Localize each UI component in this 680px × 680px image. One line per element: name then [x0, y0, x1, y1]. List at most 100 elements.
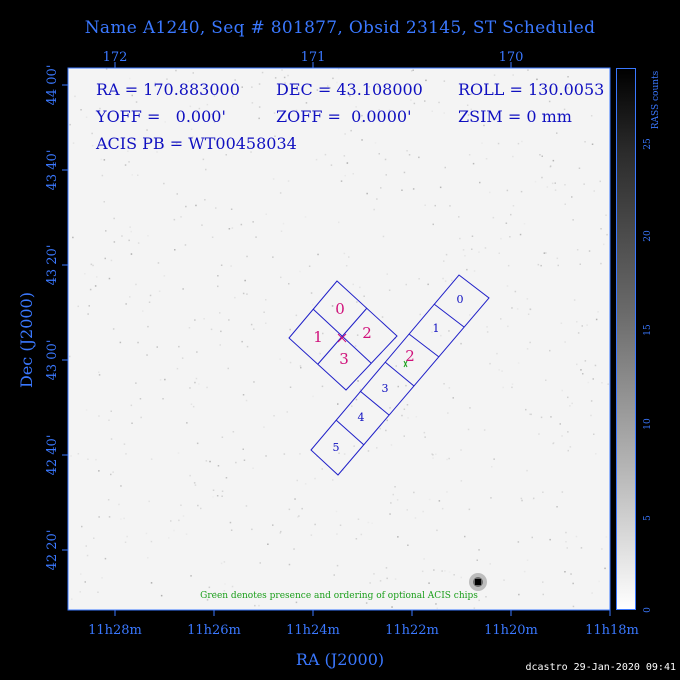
noise-pixel — [162, 146, 165, 148]
noise-pixel — [93, 537, 95, 539]
noise-pixel — [560, 114, 562, 116]
noise-pixel — [384, 158, 387, 161]
noise-pixel — [500, 318, 502, 320]
noise-pixel — [549, 349, 551, 352]
noise-pixel — [316, 89, 319, 91]
noise-pixel — [160, 594, 163, 597]
noise-pixel — [119, 341, 122, 344]
noise-pixel — [92, 264, 94, 267]
noise-pixel — [77, 305, 79, 308]
noise-pixel — [96, 276, 98, 278]
noise-pixel — [468, 508, 471, 511]
bottom-tick-label: 11h28m — [88, 623, 142, 638]
noise-pixel — [103, 201, 105, 203]
noise-pixel — [540, 416, 543, 419]
noise-pixel — [232, 95, 234, 98]
noise-pixel — [289, 386, 292, 388]
noise-pixel — [442, 277, 444, 280]
noise-pixel — [603, 243, 605, 246]
bottom-tick-label: 11h18m — [585, 623, 639, 638]
noise-pixel — [572, 605, 575, 608]
noise-pixel — [401, 414, 403, 417]
noise-pixel — [259, 562, 261, 564]
noise-pixel — [565, 541, 567, 543]
noise-pixel — [537, 263, 540, 266]
noise-pixel — [91, 144, 94, 147]
bottom-tick-label: 11h24m — [286, 623, 340, 638]
noise-pixel — [529, 341, 531, 344]
noise-pixel — [220, 562, 223, 565]
noise-pixel — [156, 151, 158, 153]
noise-pixel — [559, 423, 561, 425]
noise-pixel — [217, 275, 219, 277]
noise-pixel — [337, 403, 339, 405]
noise-pixel — [289, 328, 291, 331]
noise-pixel — [403, 171, 406, 174]
noise-pixel — [206, 599, 209, 601]
noise-pixel — [605, 536, 608, 538]
noise-pixel — [192, 405, 195, 408]
noise-pixel — [567, 431, 569, 433]
noise-pixel — [367, 521, 370, 524]
noise-pixel — [212, 496, 214, 498]
noise-pixel — [253, 381, 255, 383]
noise-pixel — [289, 361, 292, 364]
noise-pixel — [601, 382, 603, 384]
noise-pixel — [546, 186, 549, 188]
noise-pixel — [175, 142, 178, 145]
noise-pixel — [85, 409, 88, 411]
noise-pixel — [241, 340, 243, 343]
noise-pixel — [472, 162, 475, 165]
noise-pixel — [265, 455, 267, 457]
noise-pixel — [569, 405, 571, 407]
noise-pixel — [336, 564, 339, 567]
noise-pixel — [217, 465, 220, 467]
noise-pixel — [486, 326, 488, 328]
noise-pixel — [147, 235, 149, 237]
left-tick-label: 42 40' — [45, 435, 60, 476]
noise-pixel — [208, 586, 211, 589]
noise-pixel — [548, 100, 551, 103]
noise-pixel — [150, 458, 153, 460]
noise-pixel — [230, 529, 233, 531]
noise-pixel — [203, 318, 205, 320]
noise-pixel — [467, 114, 470, 116]
noise-pixel — [519, 233, 522, 236]
noise-pixel — [356, 334, 359, 336]
noise-pixel — [527, 69, 529, 71]
noise-pixel — [110, 410, 112, 412]
noise-pixel — [339, 524, 342, 526]
noise-pixel — [343, 252, 346, 255]
noise-pixel — [299, 365, 302, 367]
noise-pixel — [595, 453, 597, 455]
noise-pixel — [99, 107, 101, 110]
noise-pixel — [552, 442, 554, 445]
noise-pixel — [543, 252, 546, 254]
noise-pixel — [194, 484, 197, 486]
noise-pixel — [130, 253, 133, 255]
noise-pixel — [195, 204, 197, 207]
noise-pixel — [573, 93, 576, 95]
noise-pixel — [352, 173, 354, 175]
noise-pixel — [529, 308, 531, 310]
noise-pixel — [148, 500, 150, 503]
noise-pixel — [162, 398, 164, 400]
noise-pixel — [478, 599, 480, 602]
noise-pixel — [322, 332, 324, 335]
noise-pixel — [184, 244, 187, 246]
noise-pixel — [371, 522, 373, 524]
colorbar-tick: 0 — [643, 607, 653, 613]
noise-pixel — [380, 187, 382, 189]
noise-pixel — [469, 314, 471, 316]
noise-pixel — [473, 607, 476, 609]
noise-pixel — [406, 404, 409, 406]
noise-pixel — [354, 345, 357, 347]
noise-pixel — [470, 108, 472, 111]
noise-pixel — [185, 205, 187, 208]
noise-pixel — [71, 598, 73, 600]
colorbar-tick: 5 — [643, 515, 653, 521]
noise-pixel — [489, 191, 491, 194]
noise-pixel — [173, 529, 175, 532]
noise-pixel — [251, 86, 253, 88]
noise-pixel — [168, 537, 170, 539]
